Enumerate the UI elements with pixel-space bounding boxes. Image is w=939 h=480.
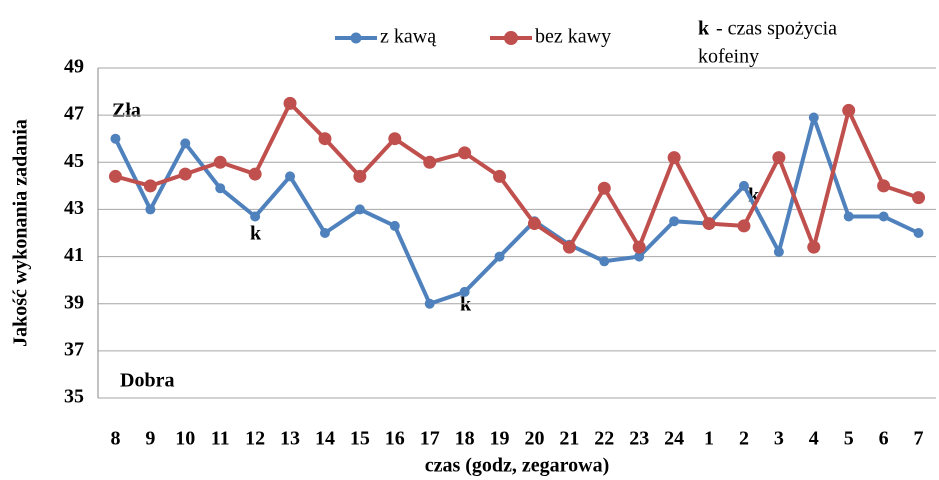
x-tick-label: 24 xyxy=(664,428,684,450)
point xyxy=(667,151,681,165)
point xyxy=(632,240,646,254)
x-tick-label: 23 xyxy=(629,428,649,450)
x-tick-label: 2 xyxy=(739,428,749,450)
x-tick-label: 14 xyxy=(315,428,335,450)
point xyxy=(354,204,365,215)
point xyxy=(213,155,227,169)
y-tick-label: 37 xyxy=(64,338,84,360)
point xyxy=(108,169,122,183)
note-text: kofeiny xyxy=(698,46,759,68)
point xyxy=(388,132,402,146)
x-tick-label: 16 xyxy=(385,428,405,450)
point xyxy=(877,179,891,193)
x-tick-label: 8 xyxy=(110,428,120,450)
point xyxy=(562,240,576,254)
point xyxy=(215,183,226,194)
point xyxy=(248,167,262,181)
x-tick-label: 9 xyxy=(145,428,155,450)
note-key: k xyxy=(698,18,710,40)
point xyxy=(878,211,889,222)
point xyxy=(250,211,261,222)
point xyxy=(424,298,435,309)
point xyxy=(842,103,856,117)
x-tick-label: 1 xyxy=(704,428,714,450)
y-axis-title: Jakość wykonania zadania xyxy=(10,119,32,347)
legend-marker xyxy=(504,31,518,45)
point xyxy=(145,204,156,215)
point xyxy=(737,219,751,233)
point xyxy=(808,112,819,123)
x-tick-label: 18 xyxy=(455,428,475,450)
point xyxy=(110,133,121,144)
y-tick-label: 39 xyxy=(64,291,84,313)
legend-marker xyxy=(350,32,362,44)
point xyxy=(527,217,541,231)
x-tick-label: 20 xyxy=(524,428,544,450)
x-axis-title: czas (godz, zegarowa) xyxy=(425,455,610,477)
point xyxy=(285,171,296,182)
point xyxy=(597,181,611,195)
x-tick-label: 11 xyxy=(211,428,230,450)
point xyxy=(389,220,400,231)
point xyxy=(634,251,645,262)
x-tick-label: 6 xyxy=(879,428,889,450)
y-tick-label: 35 xyxy=(64,386,84,408)
x-tick-label: 3 xyxy=(774,428,784,450)
x-tick-label: 13 xyxy=(280,428,300,450)
point xyxy=(807,240,821,254)
legend-label: z kawą xyxy=(380,26,437,48)
y-tick-label: 43 xyxy=(64,197,84,219)
point xyxy=(143,179,157,193)
point xyxy=(493,169,507,183)
y-tick-label: 47 xyxy=(64,103,84,125)
annotation: k xyxy=(250,223,262,245)
point xyxy=(319,228,330,238)
point xyxy=(773,246,784,257)
series-line xyxy=(113,115,920,306)
x-tick-label: 7 xyxy=(914,428,924,450)
x-tick-label: 10 xyxy=(175,428,195,450)
legend-label: bez kawy xyxy=(535,26,611,48)
point xyxy=(178,167,192,181)
point xyxy=(772,151,786,165)
note-text: - czas spożycia xyxy=(716,18,837,40)
y-tick-label: 41 xyxy=(64,244,84,266)
point xyxy=(702,217,716,231)
point xyxy=(459,286,470,297)
point xyxy=(494,251,505,262)
x-tick-label: 17 xyxy=(420,428,440,450)
point xyxy=(599,256,610,267)
x-tick-label: 21 xyxy=(559,428,579,450)
x-tick-label: 4 xyxy=(809,428,819,450)
point xyxy=(423,155,437,169)
annotation: Dobra xyxy=(120,370,174,392)
point xyxy=(913,228,924,238)
y-tick-label: 45 xyxy=(64,150,84,172)
point xyxy=(912,191,926,205)
x-tick-label: 5 xyxy=(844,428,854,450)
annotation: k xyxy=(460,294,472,316)
y-tick-label: 49 xyxy=(64,56,84,78)
point xyxy=(318,132,332,146)
x-tick-label: 19 xyxy=(490,428,510,450)
x-tick-label: 15 xyxy=(350,428,370,450)
point xyxy=(738,180,749,191)
point xyxy=(843,211,854,222)
x-tick-label: 12 xyxy=(245,428,265,450)
point xyxy=(180,138,191,149)
x-tick-label: 22 xyxy=(594,428,614,450)
point xyxy=(353,169,367,183)
annotation: Zła xyxy=(112,100,141,122)
point xyxy=(458,146,472,160)
point xyxy=(669,216,680,227)
point xyxy=(283,96,297,110)
